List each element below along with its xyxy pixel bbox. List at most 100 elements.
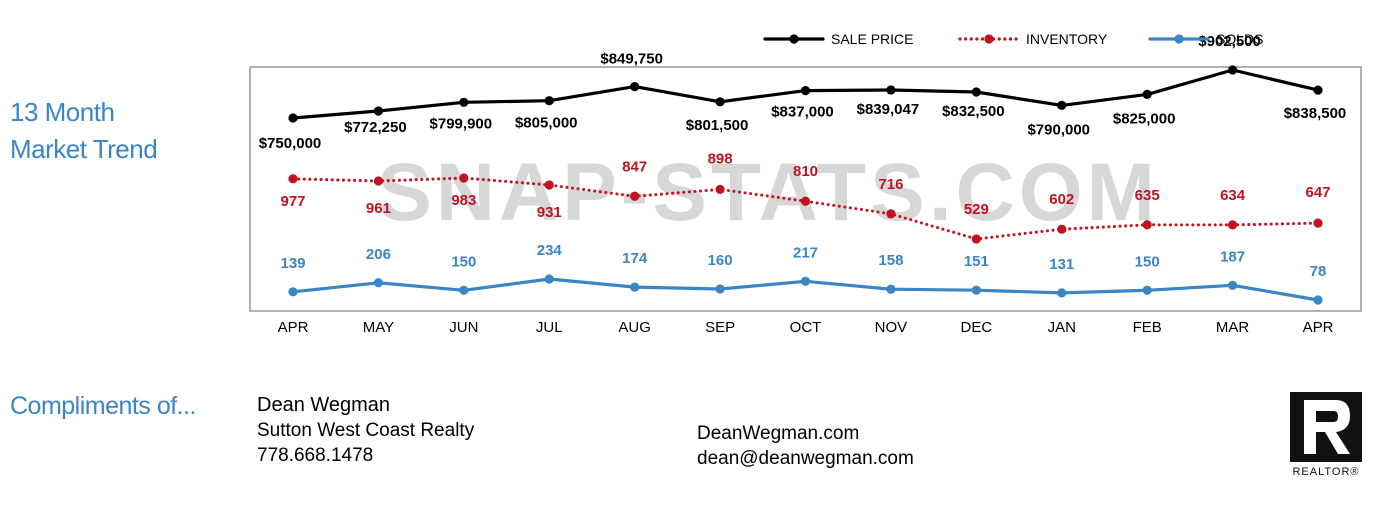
solds-data-label: 158: [878, 252, 903, 269]
solds-point: [373, 278, 384, 288]
solds-point: [1142, 285, 1152, 295]
plot-frame: [249, 66, 1362, 312]
sale-price-data-label: $838,500: [1284, 105, 1347, 122]
sale-price-data-label: $805,000: [515, 115, 578, 132]
inventory-data-label: 602: [1049, 191, 1074, 208]
inventory-data-label: 810: [793, 163, 818, 180]
solds-point: [630, 282, 640, 292]
sale-price-data-label: $790,000: [1027, 121, 1090, 138]
solds-data-label: 139: [280, 255, 305, 272]
sale-price-point: [886, 85, 896, 95]
sale-price-point: [971, 87, 981, 97]
solds-point: [971, 285, 981, 295]
x-tick-label: APR: [278, 319, 309, 336]
sale-price-data-label: $801,500: [686, 117, 749, 134]
inventory-legend-marker: [984, 34, 994, 44]
inventory-point: [1313, 218, 1323, 228]
x-tick-label: JAN: [1048, 319, 1076, 336]
inventory-point: [1142, 220, 1152, 230]
sale-price-point: [459, 97, 469, 107]
agent-phone[interactable]: 778.668.1478: [257, 445, 374, 466]
inventory-data-label: 634: [1220, 187, 1246, 204]
sale-price-data-label: $839,047: [857, 101, 920, 118]
sale-price-point: [630, 82, 640, 92]
realtor-label: REALTOR®: [1292, 466, 1360, 478]
inventory-point: [971, 234, 981, 244]
sale-price-point: [715, 97, 725, 107]
side-title-line2: Market Trend: [10, 134, 158, 164]
inventory-point: [288, 174, 298, 184]
solds-legend-marker: [1174, 34, 1184, 44]
inventory-point: [544, 180, 554, 190]
solds-point: [1227, 280, 1238, 290]
sale-price-legend-label: SALE PRICE: [831, 31, 913, 47]
inventory-point: [630, 191, 640, 201]
x-tick-label: JUL: [536, 319, 563, 336]
sale-price-data-label: $832,500: [942, 103, 1005, 120]
solds-point: [715, 284, 725, 294]
agent-contact: DeanWegman.com dean@deanwegman.com: [697, 421, 914, 471]
agent-info: Dean Wegman Sutton West Coast Realty 778…: [257, 393, 474, 468]
sale-price-legend-marker: [789, 34, 799, 44]
solds-data-label: 78: [1310, 263, 1327, 280]
inventory-data-label: 647: [1305, 184, 1330, 201]
solds-data-label: 151: [964, 253, 989, 270]
solds-data-label: 187: [1220, 248, 1245, 265]
market-trend-chart: SNAP-STATS.COM APR MAY JUN JUL AUG SEP OCT NOV DE…: [249, 31, 1362, 336]
sale-price-data-label: $902,500: [1198, 33, 1261, 50]
realtor-r-icon: [1290, 392, 1362, 462]
sale-price-point: [1313, 85, 1323, 95]
x-tick-label: NOV: [875, 319, 908, 336]
agent-website-link[interactable]: DeanWegman.com: [697, 423, 860, 444]
inventory-data-label: 716: [878, 176, 903, 193]
watermark-text: SNAP-STATS.COM: [377, 147, 1159, 238]
sale-price-data-label: $849,750: [600, 51, 663, 68]
solds-point: [459, 285, 469, 295]
sale-price-point: [373, 106, 384, 116]
inventory-data-label: 898: [708, 150, 733, 167]
x-tick-label: SEP: [705, 319, 735, 336]
solds-data-label: 150: [1135, 253, 1160, 270]
agent-name: Dean Wegman: [257, 394, 391, 416]
solds-point: [1313, 295, 1323, 305]
chart-side-title: 13 Month Market Trend: [10, 94, 158, 168]
inventory-point: [459, 173, 469, 183]
sale-price-data-label: $837,000: [771, 104, 834, 121]
inventory-point: [715, 184, 725, 195]
inventory-data-label: 931: [537, 204, 562, 221]
solds-data-label: 160: [708, 252, 733, 269]
inventory-point: [1227, 220, 1238, 230]
inventory-legend-label: INVENTORY: [1026, 31, 1108, 47]
solds-data-label: 206: [366, 246, 391, 263]
sale-price-data-label: $825,000: [1113, 110, 1176, 127]
solds-point: [800, 276, 811, 286]
inventory-data-label: 983: [451, 192, 476, 209]
x-tick-label: AUG: [618, 319, 651, 336]
solds-legend-label: SOLDS: [1216, 31, 1263, 47]
x-tick-label: JUN: [449, 319, 478, 336]
inventory-data-label: 847: [622, 158, 647, 175]
x-tick-label: MAR: [1216, 319, 1250, 336]
sale-price-data-label: $750,000: [259, 135, 322, 152]
solds-point: [288, 287, 298, 297]
inventory-point: [800, 196, 811, 206]
agent-brokerage: Sutton West Coast Realty: [257, 420, 475, 441]
inventory-data-label: 635: [1135, 187, 1160, 204]
sale-price-data-label: $772,250: [344, 119, 407, 136]
compliments-heading: Compliments of...: [10, 392, 197, 420]
solds-data-label: 217: [793, 244, 818, 261]
inventory-point: [1057, 224, 1067, 234]
inventory-data-label: 961: [366, 200, 391, 217]
sale-price-point: [1227, 65, 1238, 75]
side-title-line1: 13 Month: [10, 97, 115, 127]
solds-point: [886, 284, 896, 294]
agent-email-link[interactable]: dean@deanwegman.com: [697, 448, 914, 469]
sale-price-point: [800, 86, 811, 96]
sale-price-point: [544, 96, 554, 106]
inventory-data-label: 529: [964, 201, 989, 218]
inventory-point: [886, 209, 896, 219]
x-tick-label: MAY: [363, 319, 394, 336]
inventory-point: [373, 176, 384, 186]
x-tick-label: APR: [1303, 319, 1334, 336]
solds-data-label: 234: [537, 242, 563, 259]
